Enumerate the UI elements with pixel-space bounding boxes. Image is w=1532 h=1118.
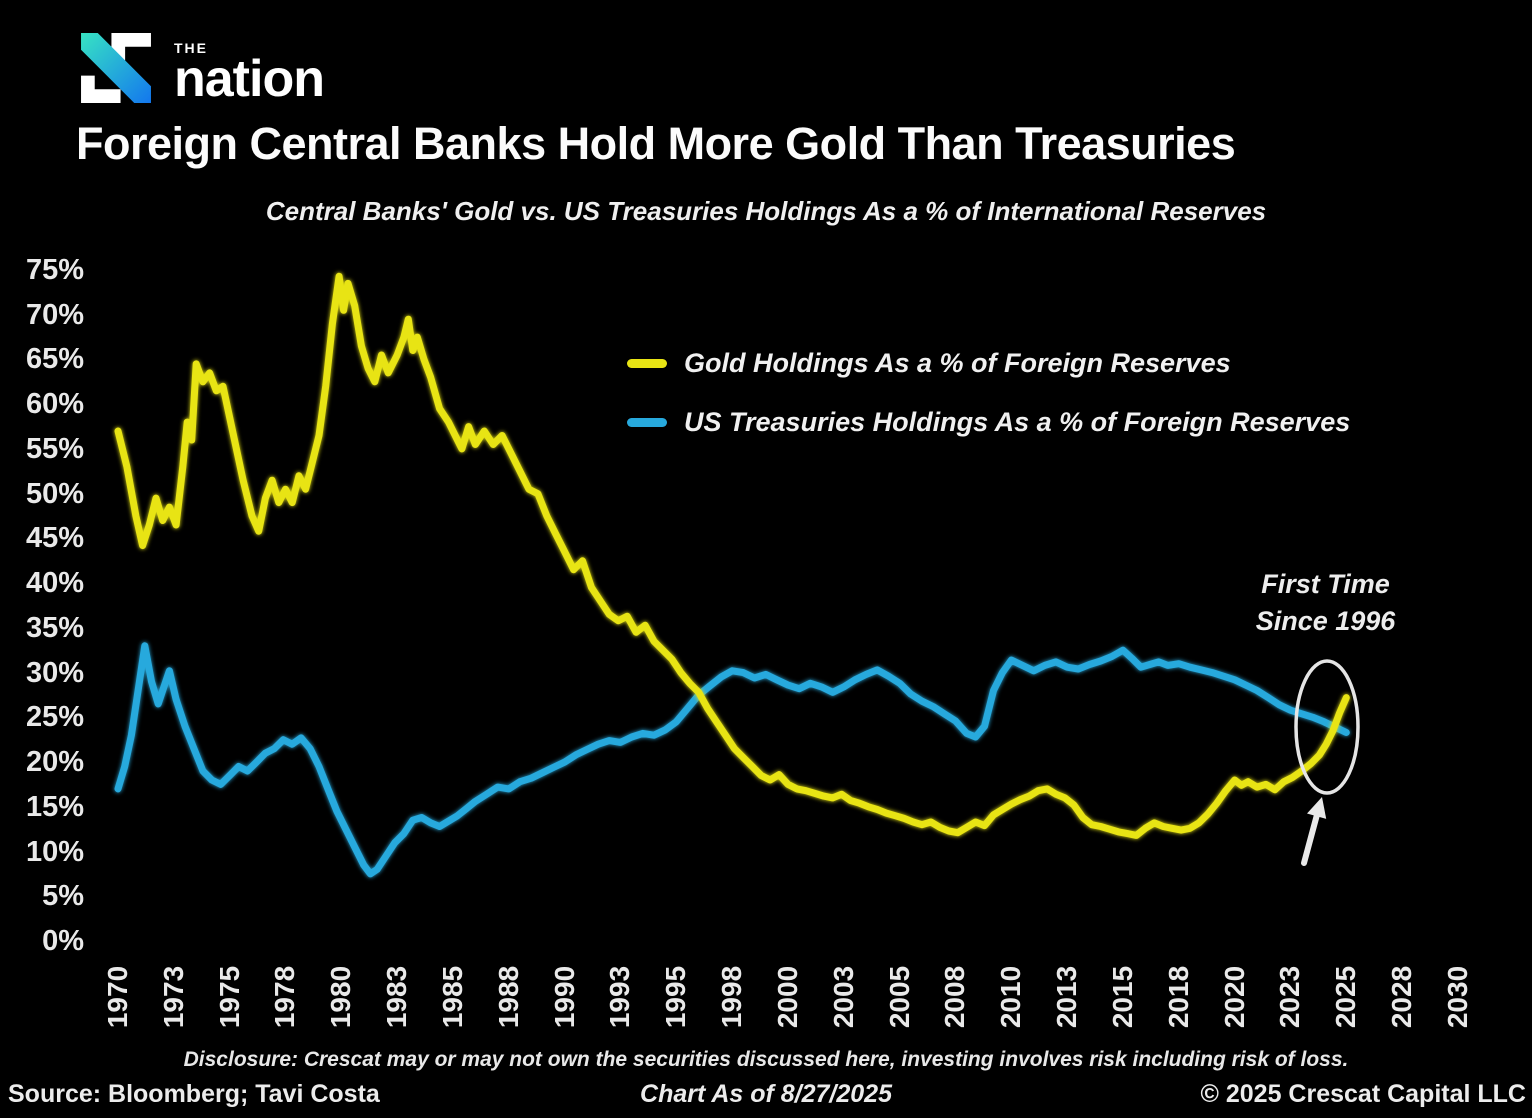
copyright-text: © 2025 Crescat Capital LLC: [1200, 1080, 1527, 1108]
y-axis-tick-label: 10%: [25, 835, 84, 868]
the-nation-logo-icon: [81, 33, 151, 103]
y-axis-tick-label: 40%: [25, 567, 84, 600]
y-axis-tick-label: 20%: [25, 746, 84, 779]
y-axis-tick-label: 75%: [25, 253, 84, 286]
crossover-highlight-ellipse: [1294, 659, 1360, 795]
the-nation-wordmark: THE nation: [174, 30, 325, 108]
footer-row: Source: Bloomberg; Tavi Costa Chart As o…: [0, 1080, 1532, 1112]
y-axis-tick-label: 30%: [25, 656, 84, 689]
y-axis-tick-label: 45%: [25, 522, 84, 555]
y-axis-tick-label: 15%: [25, 790, 84, 823]
disclosure-text: Disclosure: Crescat may or may not own t…: [183, 1048, 1349, 1071]
y-axis-tick-label: 0%: [42, 925, 84, 957]
y-axis-tick-label: 60%: [25, 388, 84, 421]
treasuries-line-swatch-icon: [627, 417, 667, 427]
up-arrow-icon: [1301, 797, 1327, 866]
logo-nation-label: nation: [174, 50, 325, 108]
chart-legend: Gold Holdings As a % of Foreign Reserves…: [627, 341, 1350, 459]
y-axis-tick-label: 25%: [25, 701, 84, 734]
as-of-text: Chart As of 8/27/2025: [640, 1080, 892, 1108]
logo-the-label: THE: [174, 40, 208, 56]
legend-label-treasuries: US Treasuries Holdings As a % of Foreign…: [684, 406, 1351, 437]
annotation-line-1: First Time: [1261, 569, 1390, 599]
crossover-annotation: First Time Since 1996: [1228, 566, 1423, 640]
legend-label-gold: Gold Holdings As a % of Foreign Reserves: [684, 347, 1231, 378]
y-axis-tick-label: 55%: [25, 432, 84, 465]
legend-item-gold: Gold Holdings As a % of Foreign Reserves: [627, 341, 1350, 385]
y-axis-tick-label: 35%: [25, 611, 84, 644]
series-line-treasuries: [114, 642, 1350, 878]
y-axis-tick-label: 50%: [25, 477, 84, 510]
page-title: Foreign Central Banks Hold More Gold Tha…: [76, 118, 1236, 169]
series-line-gold: [114, 272, 1350, 839]
legend-item-treasuries: US Treasuries Holdings As a % of Foreign…: [627, 400, 1350, 444]
y-axis-tick-label: 70%: [25, 298, 84, 331]
chart-subtitle: Central Banks' Gold vs. US Treasuries Ho…: [265, 196, 1267, 226]
the-nation-logo: THE nation: [74, 30, 325, 108]
gold-line-swatch-icon: [627, 358, 667, 368]
source-text: Source: Bloomberg; Tavi Costa: [8, 1080, 380, 1108]
y-axis-tick-label: 65%: [25, 343, 84, 376]
annotation-line-2: Since 1996: [1255, 606, 1396, 636]
y-axis-tick-label: 5%: [42, 880, 84, 913]
